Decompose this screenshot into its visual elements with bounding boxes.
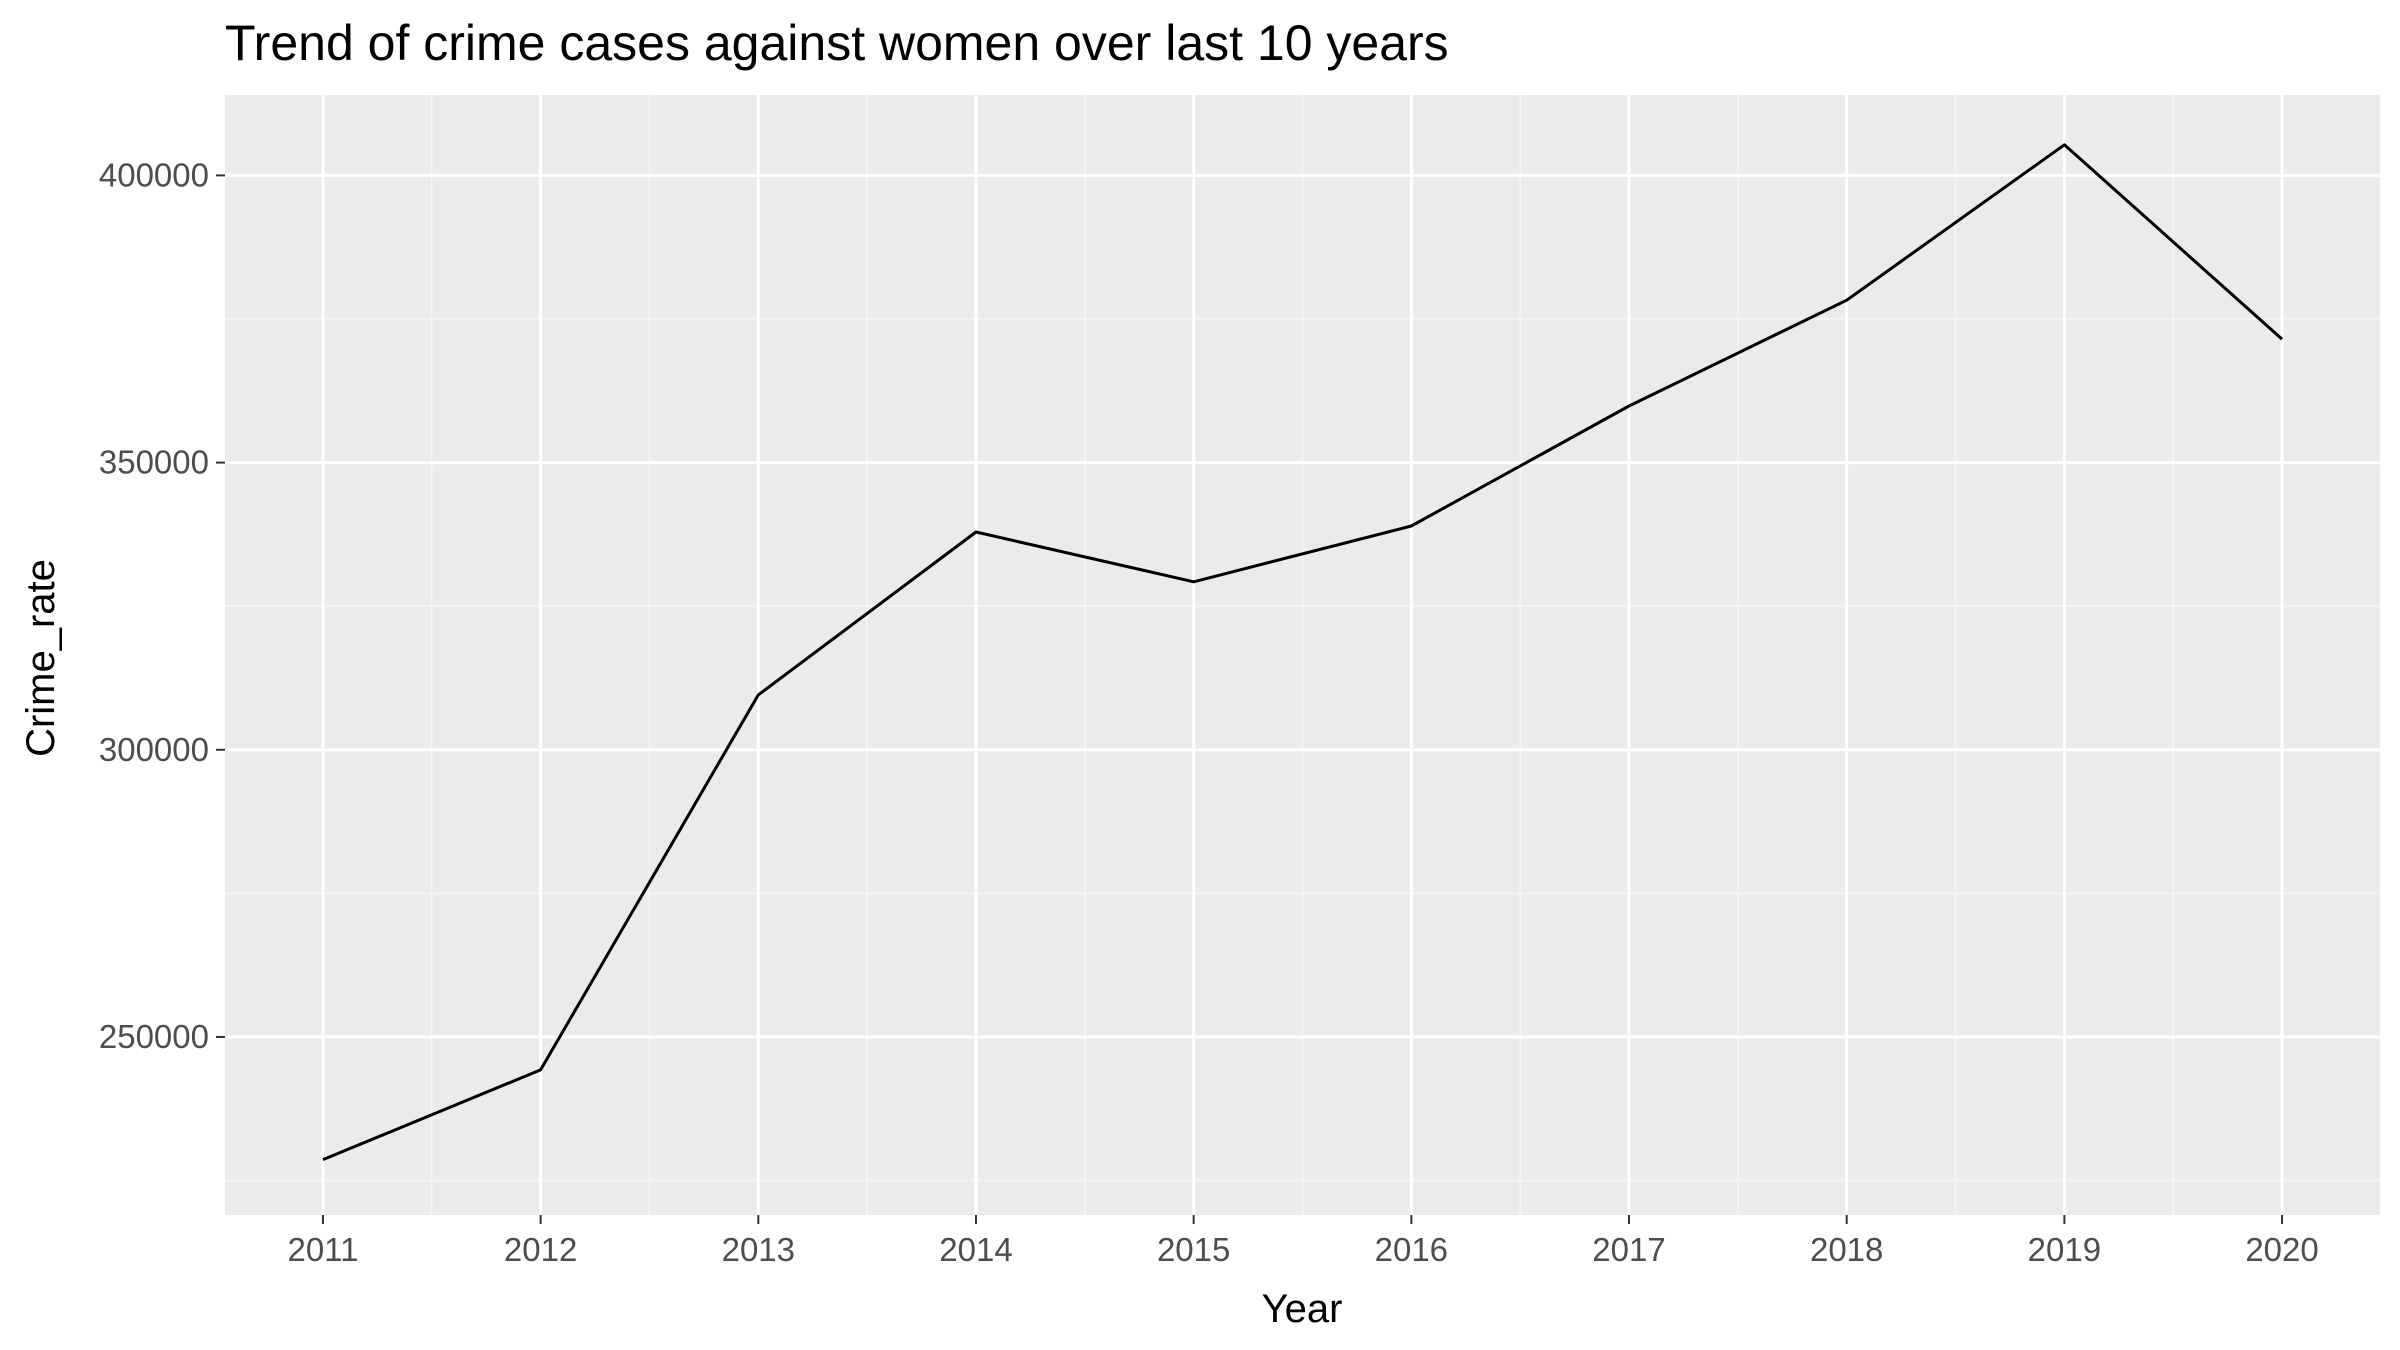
- data-point-2015: [1192, 580, 1196, 584]
- x-tick-label-8: 2019: [2028, 1231, 2101, 1268]
- x-tick-label-9: 2020: [2245, 1231, 2318, 1268]
- y-tick-label-3: 400000: [99, 156, 209, 193]
- x-axis-title: Year: [1262, 1287, 1343, 1331]
- x-tick-label-3: 2014: [939, 1231, 1012, 1268]
- data-point-2019: [2062, 143, 2066, 147]
- data-point-2012: [539, 1068, 543, 1072]
- x-tick-label-0: 2011: [287, 1231, 358, 1268]
- y-tick-label-0: 250000: [99, 1018, 209, 1055]
- data-point-2018: [1845, 298, 1849, 302]
- series-line: [322, 143, 2283, 1161]
- x-tick-label-7: 2018: [1810, 1231, 1883, 1268]
- y-tick-label-2: 350000: [99, 444, 209, 481]
- y-tick-label-1: 300000: [99, 731, 209, 768]
- x-tick-label-1: 2012: [504, 1231, 577, 1268]
- data-point-2011: [321, 1158, 325, 1162]
- major-gridlines: [225, 95, 2380, 1215]
- data-point-2016: [1409, 524, 1413, 528]
- data-point-2014: [974, 530, 978, 534]
- y-axis-title: Crime_rate: [19, 559, 63, 757]
- x-tick-label-5: 2016: [1375, 1231, 1448, 1268]
- data-point-2013: [756, 693, 760, 697]
- minor-gridlines: [225, 95, 2380, 1215]
- data-point-2017: [1627, 404, 1631, 408]
- chart-title: Trend of crime cases against women over …: [225, 15, 1449, 71]
- x-axis-ticks: 2011 2012 2013 2014 2015 2016 2017 2018 2019 2020: [287, 1215, 2319, 1268]
- x-tick-label-2: 2013: [722, 1231, 795, 1268]
- data-point-2020: [2280, 337, 2284, 341]
- x-tick-label-6: 2017: [1592, 1231, 1665, 1268]
- y-axis-ticks: 250000 300000 350000 400000: [99, 156, 225, 1055]
- x-tick-label-4: 2015: [1157, 1231, 1230, 1268]
